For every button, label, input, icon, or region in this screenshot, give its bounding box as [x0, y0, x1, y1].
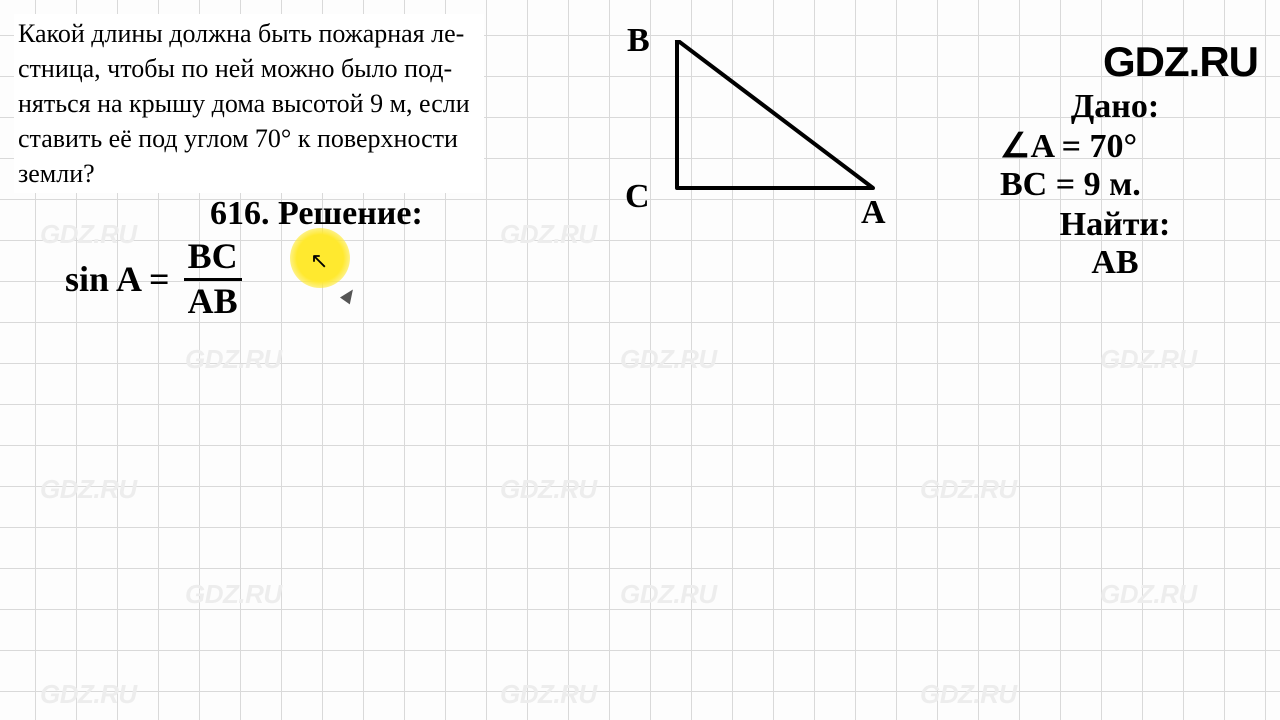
- site-logo: GDZ.RU: [1103, 38, 1258, 86]
- watermark-text: GDZ.RU: [1100, 344, 1197, 375]
- formula-numerator: BC: [184, 238, 242, 276]
- problem-text: Какой длины должна быть пожарная ле- стн…: [14, 14, 484, 193]
- watermark-text: GDZ.RU: [40, 474, 137, 505]
- formula-denominator: AB: [184, 283, 242, 321]
- given-line-1: ∠A = 70°: [1000, 126, 1230, 166]
- watermark-text: GDZ.RU: [920, 474, 1017, 505]
- vertex-label-c: C: [625, 178, 650, 216]
- watermark-text: GDZ.RU: [620, 579, 717, 610]
- cursor-icon: ↖: [310, 248, 328, 274]
- given-block: Дано: ∠A = 70° BC = 9 м. Найти: AB: [1000, 88, 1230, 282]
- find-value: AB: [1000, 244, 1230, 282]
- triangle-diagram: [615, 40, 915, 220]
- watermark-text: GDZ.RU: [185, 579, 282, 610]
- watermark-text: GDZ.RU: [1100, 579, 1197, 610]
- watermark-text: GDZ.RU: [920, 679, 1017, 710]
- formula-fraction: BC AB: [184, 238, 242, 321]
- formula-lhs: sin A =: [65, 258, 170, 300]
- watermark-text: GDZ.RU: [500, 474, 597, 505]
- page-root: GDZ.RU GDZ.RU GDZ.RU GDZ.RU GDZ.RU GDZ.RU GDZ.…: [0, 0, 1280, 720]
- watermark-text: GDZ.RU: [620, 344, 717, 375]
- watermark-text: GDZ.RU: [185, 344, 282, 375]
- watermark-text: GDZ.RU: [40, 679, 137, 710]
- given-line-2: BC = 9 м.: [1000, 166, 1230, 204]
- given-title: Дано:: [1000, 88, 1230, 126]
- watermark-text: GDZ.RU: [500, 219, 597, 250]
- vertex-label-b: B: [627, 22, 650, 60]
- watermark-text: GDZ.RU: [500, 679, 597, 710]
- find-title: Найти:: [1000, 206, 1230, 244]
- solution-formula: sin A = BC AB: [65, 238, 242, 321]
- vertex-label-a: A: [861, 194, 886, 232]
